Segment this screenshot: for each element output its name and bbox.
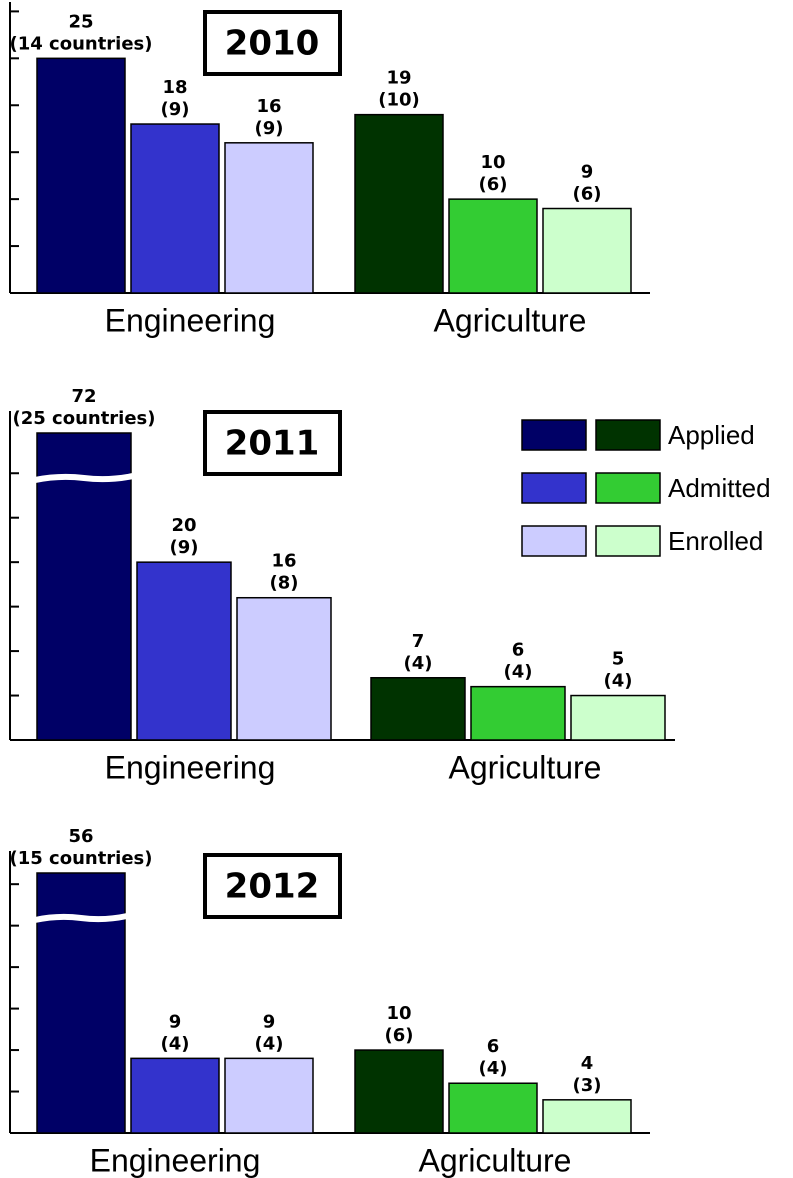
x-tick-label: Engineering — [105, 302, 276, 338]
bar — [130, 1057, 220, 1134]
country-label: (15 countries) — [9, 848, 152, 869]
bar — [354, 1049, 444, 1134]
bar — [570, 694, 666, 741]
x-tick-label: Engineering — [90, 1142, 261, 1178]
bar — [370, 677, 466, 741]
data-label: 9 — [263, 1011, 276, 1032]
data-label: 25 — [68, 11, 93, 32]
bar — [36, 872, 126, 1134]
legend-swatch — [521, 472, 587, 504]
country-label: (4) — [504, 662, 533, 683]
bar — [448, 198, 538, 294]
country-label: (4) — [604, 671, 633, 692]
country-label: (6) — [479, 174, 508, 195]
legend-swatch — [595, 419, 661, 451]
bar — [136, 561, 232, 741]
country-label: (4) — [161, 1033, 190, 1054]
country-label: (9) — [255, 118, 284, 139]
legend-swatch — [521, 525, 587, 557]
x-tick-label: Agriculture — [419, 1142, 572, 1178]
data-label: 10 — [386, 1003, 411, 1024]
bar — [542, 207, 632, 294]
legend-swatch — [595, 525, 661, 557]
legend-swatch — [521, 419, 587, 451]
chart-title: 2011 — [225, 424, 320, 464]
legend-label: Admitted — [668, 473, 771, 503]
data-label: 19 — [386, 68, 411, 89]
country-label: (6) — [385, 1025, 414, 1046]
country-label: (9) — [161, 99, 190, 120]
country-label: (9) — [170, 537, 199, 558]
chart-title: 2010 — [225, 24, 320, 64]
data-label: 18 — [162, 77, 187, 98]
data-label: 10 — [480, 152, 505, 173]
bar — [448, 1082, 538, 1134]
x-tick-label: Agriculture — [449, 749, 602, 785]
country-label: (6) — [573, 184, 602, 205]
axis-break — [34, 913, 128, 923]
country-label: (4) — [479, 1058, 508, 1079]
data-label: 9 — [169, 1011, 182, 1032]
bar — [354, 113, 444, 294]
data-label: 9 — [581, 162, 594, 183]
data-label: 4 — [581, 1053, 594, 1074]
bar — [224, 142, 314, 294]
year-box — [203, 10, 342, 76]
data-label: 20 — [171, 515, 196, 536]
country-label: (25 countries) — [12, 408, 155, 429]
country-label: (14 countries) — [9, 33, 152, 54]
x-tick-label: Agriculture — [434, 302, 587, 338]
bar — [236, 596, 332, 741]
bar — [224, 1057, 314, 1134]
data-label: 6 — [487, 1036, 500, 1057]
data-label: 16 — [271, 551, 296, 572]
country-label: (8) — [270, 573, 299, 594]
legend-label: Enrolled — [668, 526, 763, 556]
year-box — [203, 853, 342, 919]
data-label: 6 — [512, 640, 525, 661]
country-label: (4) — [255, 1033, 284, 1054]
country-label: (3) — [573, 1075, 602, 1096]
data-label: 72 — [71, 386, 96, 407]
legend-swatch — [595, 472, 661, 504]
bar — [36, 57, 126, 294]
axis-break — [34, 473, 134, 483]
data-label: 7 — [412, 631, 425, 652]
bar — [470, 685, 566, 741]
bar — [36, 432, 132, 741]
bar — [130, 123, 220, 294]
data-label: 5 — [612, 649, 625, 670]
country-label: (4) — [404, 653, 433, 674]
data-label: 16 — [256, 96, 281, 117]
country-label: (10) — [378, 90, 420, 111]
data-label: 56 — [68, 826, 93, 847]
bar — [542, 1099, 632, 1134]
legend-label: Applied — [668, 420, 755, 450]
chart-title: 2012 — [225, 867, 320, 907]
year-box — [203, 410, 342, 476]
x-tick-label: Engineering — [105, 749, 276, 785]
